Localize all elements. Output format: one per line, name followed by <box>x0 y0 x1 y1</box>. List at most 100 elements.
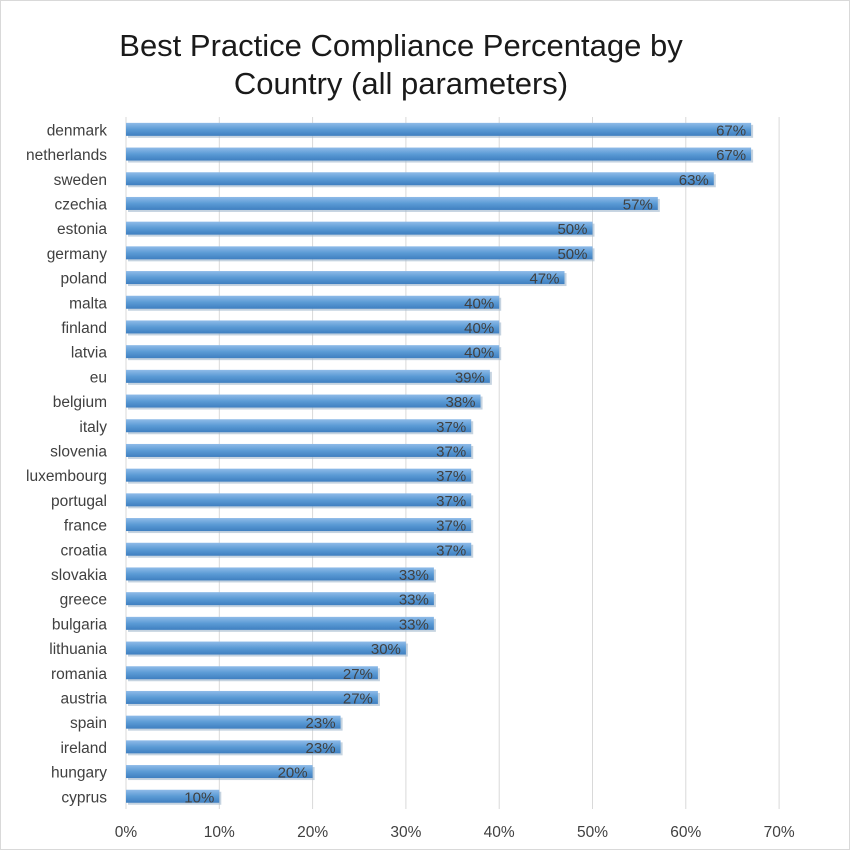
category-label: romania <box>51 666 107 683</box>
bar <box>126 740 341 754</box>
category-label: belgium <box>53 394 107 411</box>
data-label: 33% <box>399 592 429 609</box>
category-label: poland <box>60 271 107 288</box>
bar <box>126 320 500 334</box>
data-label: 50% <box>557 221 587 238</box>
category-label: latvia <box>71 345 108 362</box>
bar <box>126 147 752 161</box>
chart-title-line-1: Best Practice Compliance Percentage by <box>119 28 683 63</box>
data-label: 38% <box>446 394 476 411</box>
bar <box>126 468 472 482</box>
data-label: 10% <box>184 789 214 806</box>
data-label: 37% <box>436 542 466 559</box>
category-label: lithuania <box>49 641 107 658</box>
category-label: estonia <box>57 221 107 238</box>
data-label: 50% <box>557 246 587 263</box>
data-label: 23% <box>306 740 336 757</box>
x-tick-label: 20% <box>297 824 328 841</box>
x-tick-label: 60% <box>670 824 701 841</box>
data-label: 67% <box>716 147 746 164</box>
data-label: 37% <box>436 493 466 510</box>
category-label: sweden <box>54 172 107 189</box>
category-label: slovakia <box>51 567 107 584</box>
bar <box>126 419 472 433</box>
bar <box>126 715 341 729</box>
category-label: slovenia <box>50 443 107 460</box>
bar <box>126 542 472 556</box>
data-label: 37% <box>436 518 466 535</box>
bar <box>126 789 220 803</box>
x-tick-label: 0% <box>115 824 138 841</box>
category-label: croatia <box>60 542 107 559</box>
category-label: hungary <box>51 765 107 782</box>
data-label: 33% <box>399 616 429 633</box>
data-label: 37% <box>436 419 466 436</box>
category-label: bulgaria <box>52 616 108 633</box>
category-label: portugal <box>51 493 107 510</box>
category-label: italy <box>79 419 107 436</box>
category-label: ireland <box>60 740 107 757</box>
data-label: 40% <box>464 320 494 337</box>
category-label: netherlands <box>26 147 107 164</box>
bar <box>126 122 752 136</box>
bar <box>126 196 658 210</box>
category-label: cyprus <box>61 789 107 806</box>
bar <box>126 616 434 630</box>
x-tick-label: 50% <box>577 824 608 841</box>
data-label: 63% <box>679 172 709 189</box>
data-label: 20% <box>278 765 308 782</box>
chart-title: Best Practice Compliance Percentage by C… <box>61 27 741 103</box>
bar <box>126 295 500 309</box>
bar <box>126 592 434 606</box>
bar <box>126 765 313 779</box>
bar <box>126 246 593 260</box>
data-label: 39% <box>455 369 485 386</box>
data-label: 37% <box>436 468 466 485</box>
data-label: 57% <box>623 196 653 213</box>
category-labels: denmark netherlands sweden czechia estonia ge… <box>26 122 107 806</box>
x-tick-label: 10% <box>204 824 235 841</box>
data-label: 40% <box>464 345 494 362</box>
category-label: finland <box>61 320 107 337</box>
bar <box>126 271 565 285</box>
category-label: austria <box>60 690 107 707</box>
data-label: 47% <box>529 271 559 288</box>
category-label: eu <box>90 369 107 386</box>
data-label: 40% <box>464 295 494 312</box>
category-label: germany <box>47 246 108 263</box>
data-label: 27% <box>343 690 373 707</box>
data-label: 30% <box>371 641 401 658</box>
bar <box>126 221 593 235</box>
bar <box>126 567 434 581</box>
bars: 67% 67% 63% 57% 50% 50% 47% 40% 40% 40% 39% 38% 37% 3… <box>126 122 754 806</box>
bar <box>126 518 472 532</box>
data-label: 23% <box>306 715 336 732</box>
category-label: spain <box>70 715 107 732</box>
x-axis-tick-labels: 0% 10% 20% 30% 40% 50% 60% 70% <box>115 824 795 841</box>
category-label: greece <box>60 592 107 609</box>
bar <box>126 641 406 655</box>
category-label: france <box>64 518 107 535</box>
bar <box>126 690 378 704</box>
bar <box>126 493 472 507</box>
data-label: 67% <box>716 122 746 139</box>
data-label: 33% <box>399 567 429 584</box>
x-tick-label: 40% <box>484 824 515 841</box>
category-label: denmark <box>47 122 108 139</box>
data-label: 27% <box>343 666 373 683</box>
bar <box>126 345 500 359</box>
category-label: luxembourg <box>26 468 107 485</box>
bar <box>126 394 481 408</box>
category-label: czechia <box>54 196 107 213</box>
x-tick-label: 70% <box>764 824 795 841</box>
bar <box>126 666 378 680</box>
bar <box>126 172 714 186</box>
data-label: 37% <box>436 443 466 460</box>
category-label: malta <box>69 295 107 312</box>
bar <box>126 443 472 457</box>
bar <box>126 369 490 383</box>
x-tick-label: 30% <box>390 824 421 841</box>
chart-title-line-2: Country (all parameters) <box>233 66 569 101</box>
